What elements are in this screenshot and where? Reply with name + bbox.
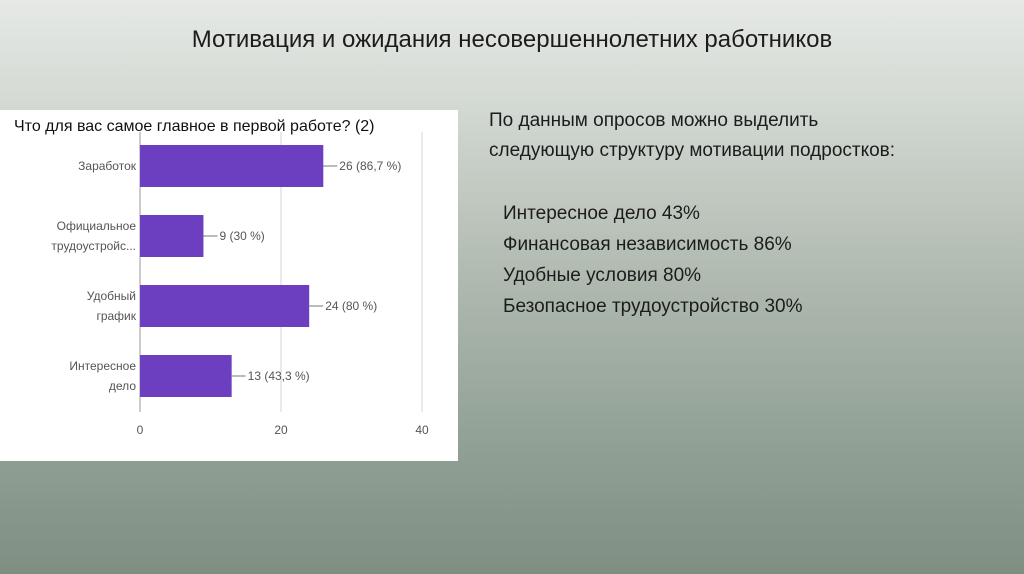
bar — [140, 215, 204, 257]
category-label-line: Официальное — [56, 219, 136, 233]
category-label-line: Заработок — [78, 159, 136, 173]
summary-item-2: Финансовая независимость 86% — [503, 234, 792, 255]
summary-intro-line-2: следующую структуру мотивации подростков… — [489, 140, 896, 161]
category-label-line: Интересное — [69, 359, 136, 373]
summary-intro: По данным опросов можно выделить следующ… — [489, 106, 895, 166]
category-label: Заработок — [10, 156, 136, 176]
summary-intro-line-1: По данным опросов можно выделить — [489, 110, 819, 131]
slide-title: Мотивация и ожидания несовершеннолетних … — [191, 26, 833, 53]
category-label-line: дело — [108, 379, 136, 393]
bar-chart: 0 20 40 26 (86,7 %) 9 (30 %) 24 (80 %) 13 (43,… — [137, 132, 429, 437]
category-label: Удобный график — [10, 286, 136, 326]
bar-value-label: 13 (43,3 %) — [248, 369, 310, 383]
bar — [140, 145, 324, 187]
bar-value-label: 26 (86,7 %) — [339, 159, 401, 173]
category-label-line: график — [96, 309, 136, 323]
summary-item-4: Безопасное трудоустройство 30% — [503, 296, 803, 317]
bar — [140, 285, 310, 327]
summary-item-3: Удобные условия 80% — [503, 265, 702, 286]
bar-value-label: 9 (30 %) — [219, 229, 264, 243]
summary-list: Интересное дело 43% Финансовая независим… — [503, 198, 803, 322]
category-label: Официальное трудоустройс... — [10, 216, 136, 256]
x-tick-label: 0 — [137, 423, 144, 437]
summary-item-1: Интересное дело 43% — [503, 203, 700, 224]
chart-title: Что для вас самое главное в первой работ… — [14, 118, 375, 135]
bar-value-label: 24 (80 %) — [325, 299, 377, 313]
category-label: Интересное дело — [10, 356, 136, 396]
x-tick-label: 40 — [415, 423, 429, 437]
bar — [140, 355, 232, 397]
category-label-line: трудоустройс... — [51, 239, 136, 253]
category-label-line: Удобный — [86, 289, 136, 303]
chart-panel: Что для вас самое главное в первой работ… — [0, 110, 458, 461]
x-tick-label: 20 — [274, 423, 288, 437]
